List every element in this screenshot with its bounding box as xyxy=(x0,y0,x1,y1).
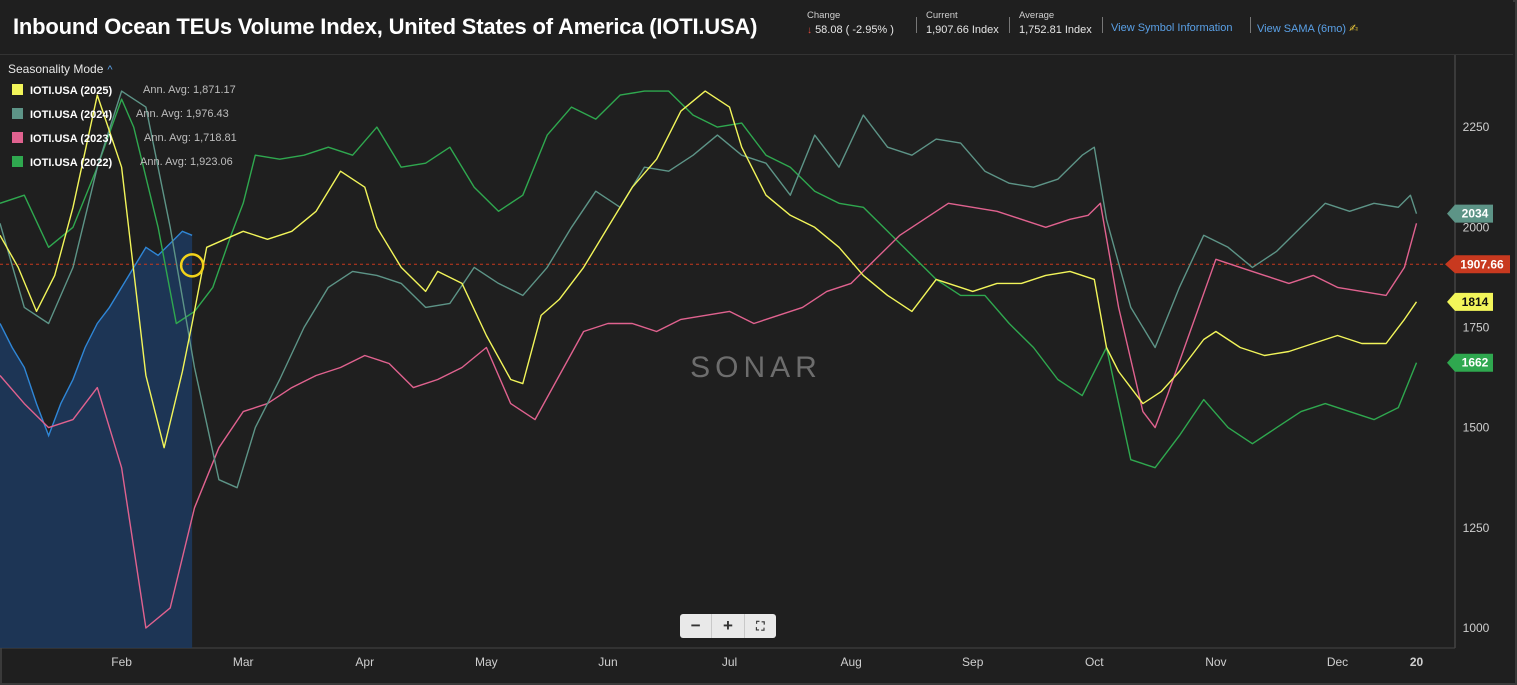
legend-series-name: IOTI.USA (2022) xyxy=(30,157,113,169)
end-label-2024: 2034 xyxy=(1447,204,1493,223)
series-line-2022 xyxy=(0,90,1418,469)
series-line-2024 xyxy=(0,90,1418,489)
hand-icon: ✍ xyxy=(1349,23,1359,35)
divider xyxy=(1009,17,1010,33)
x-tick-label: Nov xyxy=(1205,655,1226,669)
x-tick-label: Dec xyxy=(1327,655,1348,669)
legend-item-2025[interactable]: IOTI.USA (2025) Ann. Avg: 1,871.17 xyxy=(12,84,236,100)
average-stat: Average 1,752.81 Index xyxy=(1019,10,1092,36)
legend-series-name: IOTI.USA (2025) xyxy=(30,85,113,97)
fullscreen-button[interactable]: ⛶ xyxy=(743,614,776,638)
header-bar: Inbound Ocean TEUs Volume Index, United … xyxy=(0,0,1513,55)
x-tick-label: Feb xyxy=(111,655,132,669)
legend-series-avg: Ann. Avg: 1,976.43 xyxy=(136,108,229,120)
change-stat: Change ↓ 58.08 ( -2.95% ) xyxy=(807,10,894,36)
legend-item-2024[interactable]: IOTI.USA (2024) Ann. Avg: 1,976.43 xyxy=(12,108,229,124)
average-label: Average xyxy=(1019,10,1055,21)
y-tick-label: 1500 xyxy=(1463,421,1490,435)
current-label: Current xyxy=(926,10,958,21)
legend: Seasonality Mode ^ IOTI.USA (2025) Ann. A… xyxy=(8,62,237,169)
average-value: 1,752.81 Index xyxy=(1019,24,1092,36)
seasonality-mode-label: Seasonality Mode xyxy=(8,62,104,76)
divider xyxy=(916,17,917,33)
x-tick-label: Jun xyxy=(598,655,617,669)
legend-series-avg: Ann. Avg: 1,718.81 xyxy=(144,132,237,144)
watermark: SONAR xyxy=(690,351,822,384)
highlight-marker xyxy=(179,253,205,278)
legend-item-2023[interactable]: IOTI.USA (2023) Ann. Avg: 1,718.81 xyxy=(12,132,237,148)
divider xyxy=(1250,17,1251,33)
legend-swatch xyxy=(12,156,23,167)
seasonality-mode-toggle[interactable]: Seasonality Mode ^ xyxy=(8,62,113,76)
x-tick-label: Mar xyxy=(233,655,254,669)
x-tick-label: May xyxy=(475,655,498,669)
plot-background xyxy=(0,55,1453,648)
zoom-controls: − + ⛶ xyxy=(680,614,776,638)
current-stat: Current 1,907.66 Index xyxy=(926,10,999,36)
y-tick-label: 1750 xyxy=(1463,320,1490,334)
x-tick-label: Sep xyxy=(962,655,984,669)
series-line-2025 xyxy=(0,90,1418,449)
chevron-up-icon: ^ xyxy=(107,64,113,76)
y-tick-label: 1000 xyxy=(1463,621,1490,635)
legend-series-name: IOTI.USA (2023) xyxy=(30,133,113,145)
series-line-2023 xyxy=(0,202,1418,629)
view-symbol-information-link[interactable]: View Symbol Information xyxy=(1111,22,1233,34)
x-tick-label: Apr xyxy=(355,655,374,669)
fullscreen-icon: ⛶ xyxy=(756,619,765,633)
end-label-2025-bg xyxy=(1447,292,1493,311)
legend-series-avg: Ann. Avg: 1,871.17 xyxy=(143,84,236,96)
legend-series-avg: Ann. Avg: 1,923.06 xyxy=(140,156,233,168)
end-label-2024-bg xyxy=(1447,204,1493,223)
blue-shaded-area xyxy=(0,231,193,648)
x-tick-label: Oct xyxy=(1085,655,1104,669)
legend-swatch xyxy=(12,84,23,95)
current-value-badge-text: 1907.66 xyxy=(1460,257,1504,271)
current-value-badge-bg xyxy=(1445,255,1510,274)
end-label-2025: 1814 xyxy=(1447,292,1493,311)
end-label-text: 2034 xyxy=(1462,207,1489,221)
y-tick-label: 2250 xyxy=(1463,120,1490,134)
end-label-text: 1662 xyxy=(1462,356,1489,370)
legend-swatch xyxy=(12,132,23,143)
y-tick-label: 2000 xyxy=(1463,220,1490,234)
x-tick-label: Aug xyxy=(840,655,861,669)
legend-item-2022[interactable]: IOTI.USA (2022) Ann. Avg: 1,923.06 xyxy=(12,156,233,172)
view-sama-link[interactable]: View SAMA (6mo) ✍ xyxy=(1257,22,1358,35)
zoom-out-button[interactable]: − xyxy=(690,616,701,635)
change-label: Change xyxy=(807,10,841,21)
end-label-text: 1814 xyxy=(1462,295,1489,309)
end-label-2022: 1662 xyxy=(1447,353,1493,372)
end-label-2022-bg xyxy=(1447,353,1493,372)
down-arrow-icon: ↓ xyxy=(807,25,812,36)
y-tick-label: 1250 xyxy=(1463,521,1490,535)
chart-area[interactable]: 1000 1250 1500 1750 2000 2250 Feb Mar Apr May Jun J… xyxy=(0,55,1513,681)
divider xyxy=(1102,17,1103,33)
view-sama-label: View SAMA (6mo) xyxy=(1257,23,1347,35)
x-tick-label: Jul xyxy=(722,655,737,669)
current-value: 1,907.66 Index xyxy=(926,24,999,36)
zoom-in-button[interactable]: + xyxy=(711,614,743,638)
change-value: 58.08 ( -2.95% ) xyxy=(815,24,894,36)
current-value-badge: 1907.66 xyxy=(1445,255,1510,274)
legend-series-name: IOTI.USA (2024) xyxy=(30,109,113,121)
legend-swatch xyxy=(12,108,23,119)
x-tick-label: 20 xyxy=(1410,655,1424,669)
page-title: Inbound Ocean TEUs Volume Index, United … xyxy=(13,14,758,39)
